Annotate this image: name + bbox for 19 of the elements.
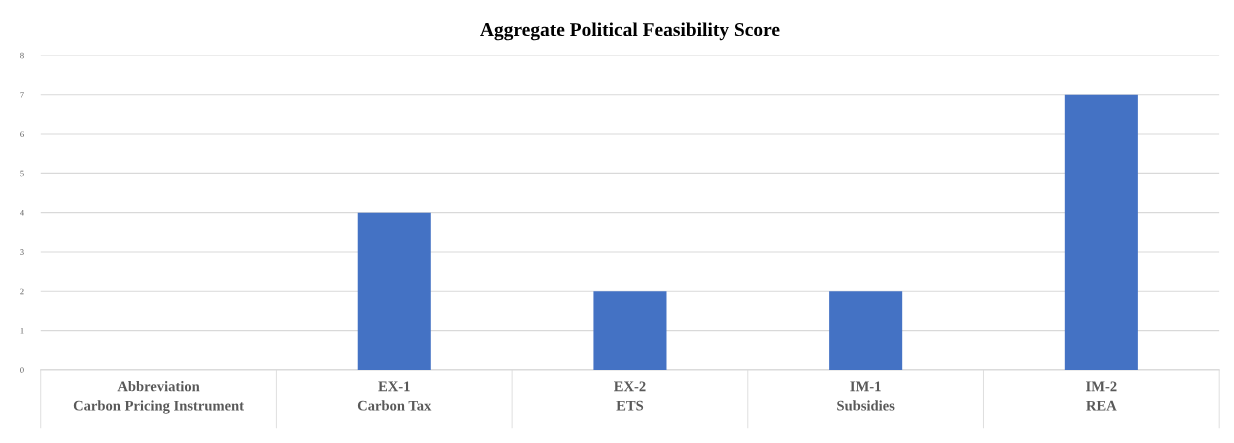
y-tick-label: 0: [20, 367, 24, 373]
x-tick-label: IM-1 Subsidies: [837, 381, 895, 411]
y-tick-label: 1: [20, 327, 24, 334]
x-tick-label: IM-2 REA: [1086, 381, 1117, 411]
bar: [357, 212, 431, 370]
bar: [593, 291, 667, 370]
y-tick-label: 3: [20, 249, 24, 255]
y-tick-label: 7: [20, 92, 24, 98]
y-tick-label: 6: [20, 131, 24, 137]
bar: [829, 291, 903, 370]
y-tick-label: 4: [20, 210, 24, 216]
x-tick-label: EX-1 Carbon Tax: [357, 381, 432, 411]
x-tick-label: Abbreviation Carbon Pricing Instrument: [73, 381, 244, 414]
y-tick-label: 5: [20, 170, 24, 177]
chart-title: Aggregate Political Feasibility Score: [480, 22, 780, 41]
y-tick-label: 8: [20, 52, 24, 59]
y-tick-label: 2: [20, 288, 24, 295]
bar: [1064, 94, 1138, 370]
x-tick-label: EX-2 ETS: [614, 381, 646, 411]
